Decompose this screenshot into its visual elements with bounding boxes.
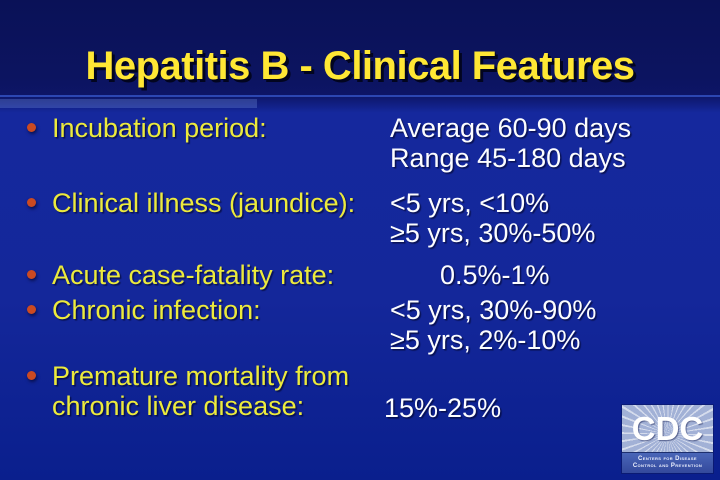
slide-title: Hepatitis B - Clinical Features: [85, 44, 635, 88]
row2-label: Clinical illness (jaundice):: [52, 188, 356, 218]
cdc-logo: CDC Centers for Disease Control and Prev…: [622, 405, 713, 473]
row5-value-line1: 15%-25%: [384, 393, 502, 423]
cdc-band-line2: Control and Prevention: [632, 463, 703, 469]
cdc-logo-band: Centers for Disease Control and Preventi…: [622, 452, 713, 473]
row1-value-line2: Range 45-180 days: [390, 143, 626, 173]
row4-label: Chronic infection:: [52, 295, 261, 325]
bullet-icon: [27, 198, 36, 207]
row5-label-line1: Premature mortality from: [52, 361, 350, 391]
title-divider-accent-bar: [0, 99, 257, 108]
bullet-icon: [27, 270, 36, 279]
row4-value-line2: ≥5 yrs, 2%-10%: [390, 325, 581, 355]
cdc-logo-acronym: CDC: [631, 410, 704, 447]
cdc-logo-sunburst: CDC: [622, 405, 713, 452]
title-divider-line: [0, 95, 720, 97]
bullet-icon: [27, 305, 36, 314]
row2-value-line2: ≥5 yrs, 30%-50%: [390, 218, 596, 248]
bullet-icon: [27, 123, 36, 132]
row5-label-line2: chronic liver disease:: [52, 391, 305, 421]
row3-value-line1: 0.5%-1%: [440, 260, 550, 290]
bullet-icon: [27, 371, 36, 380]
cdc-band-line1: Centers for Disease: [638, 456, 697, 462]
row2-value-line1: <5 yrs, <10%: [390, 188, 550, 218]
row4-value-line1: <5 yrs, 30%-90%: [390, 295, 597, 325]
row1-value-line1: Average 60-90 days: [390, 113, 632, 143]
row3-label: Acute case-fatality rate:: [52, 260, 335, 290]
row1-label: Incubation period:: [52, 113, 267, 143]
